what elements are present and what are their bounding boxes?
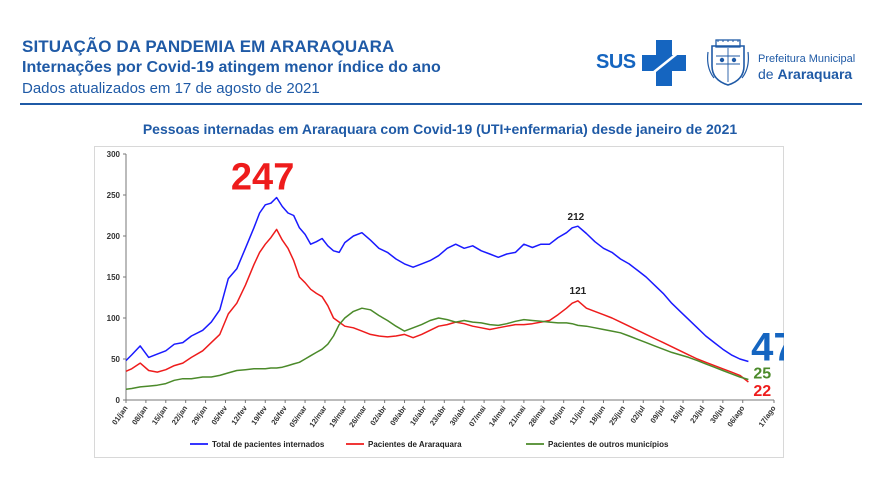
prefeitura-city-label: de Araraquara (758, 66, 852, 82)
page-subtitle: Internações por Covid-19 atingem menor í… (22, 59, 441, 76)
prefeitura-prefix: de (758, 66, 778, 82)
sus-logo: SUS (596, 40, 688, 86)
annotation-label: 212 (568, 212, 585, 223)
series-line-0 (125, 196, 749, 363)
y-tick-label: 250 (107, 191, 121, 200)
chart-legend: Total de pacientes internados Pacientes d… (190, 440, 669, 449)
series-line-1 (125, 228, 749, 383)
annotation-label: 121 (570, 286, 587, 297)
legend-label: Total de pacientes internados (212, 440, 325, 449)
header-divider (20, 103, 862, 105)
annotation-label: 25 (753, 366, 771, 383)
prefeitura-city: Araraquara (777, 66, 853, 82)
update-date: Dados atualizados em 17 de agosto de 202… (22, 80, 320, 97)
chart-frame (94, 146, 784, 458)
chart-series (125, 196, 749, 391)
chart-annotations: 247 212 121 472522 (231, 156, 784, 400)
y-tick-label: 50 (111, 355, 120, 364)
annotation-label: 247 (231, 156, 294, 198)
chart-title: Pessoas internadas em Araraquara com Cov… (142, 121, 738, 137)
annotation-label: 47 (751, 325, 784, 369)
page-title: SITUAÇÃO DA PANDEMIA EM ARARAQUARA (22, 37, 395, 56)
series-line-2 (125, 307, 749, 391)
sus-logo-text: SUS (596, 51, 636, 73)
y-tick-label: 0 (116, 396, 121, 405)
y-tick-label: 100 (107, 314, 121, 323)
y-tick-label: 300 (107, 150, 121, 159)
y-tick-label: 200 (107, 232, 121, 241)
legend-label: Pacientes de outros municípios (548, 440, 669, 449)
annotation-label: 22 (753, 383, 771, 400)
city-crest-icon (707, 39, 749, 86)
prefeitura-label: Prefeitura Municipal (758, 53, 856, 65)
y-tick-label: 150 (107, 273, 121, 282)
sus-cross-icon (642, 40, 686, 86)
legend-label: Pacientes de Araraquara (368, 440, 462, 449)
